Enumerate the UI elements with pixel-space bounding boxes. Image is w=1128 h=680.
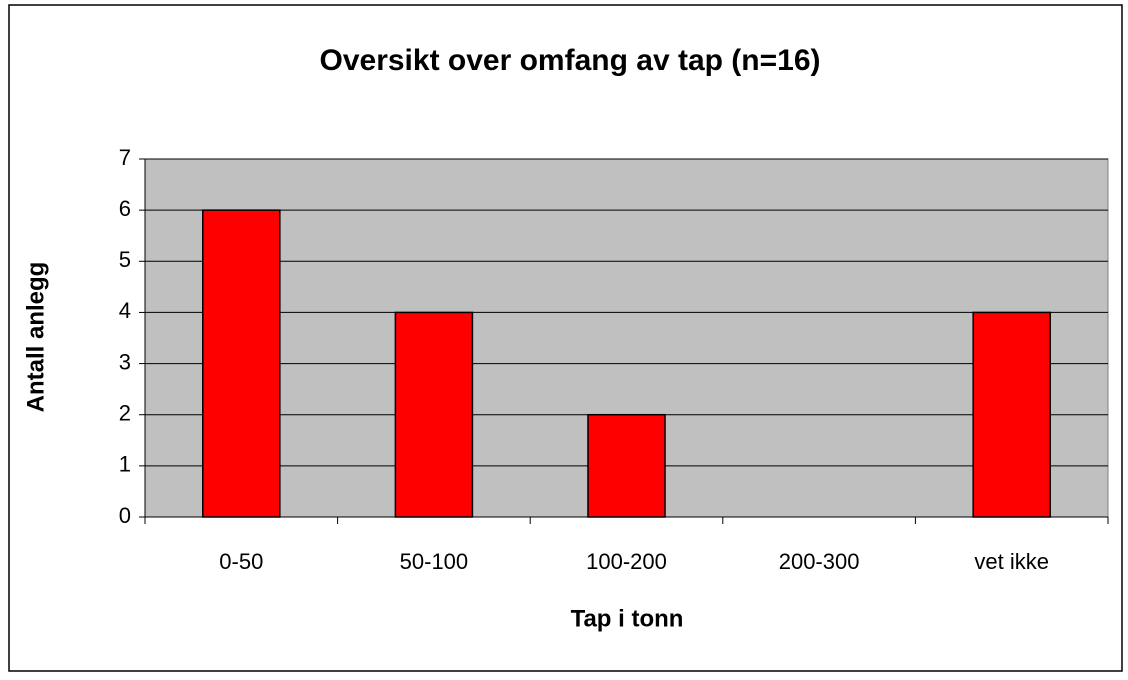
y-tick-label: 0 xyxy=(119,503,131,528)
y-tick-label: 2 xyxy=(119,401,131,426)
x-tick-label: 50-100 xyxy=(400,549,469,574)
x-tick-label: 200-300 xyxy=(779,549,860,574)
x-tick-label: vet ikke xyxy=(974,549,1049,574)
x-tick-label: 100-200 xyxy=(586,549,667,574)
x-tick-label: 0-50 xyxy=(219,549,263,574)
y-tick-label: 6 xyxy=(119,196,131,221)
chart-title: Oversikt over omfang av tap (n=16) xyxy=(319,44,820,77)
x-axis-label: Tap i tonn xyxy=(571,605,684,632)
y-axis-label: Antall anlegg xyxy=(22,262,49,413)
bar xyxy=(972,311,1051,518)
y-tick-label: 7 xyxy=(119,145,131,170)
bar xyxy=(587,413,666,518)
y-tick-label: 3 xyxy=(119,349,131,374)
y-tick-label: 1 xyxy=(119,452,131,477)
bar xyxy=(394,311,474,518)
y-tick-label: 4 xyxy=(119,298,131,323)
y-tick-label: 5 xyxy=(119,247,131,272)
bar xyxy=(202,209,281,518)
